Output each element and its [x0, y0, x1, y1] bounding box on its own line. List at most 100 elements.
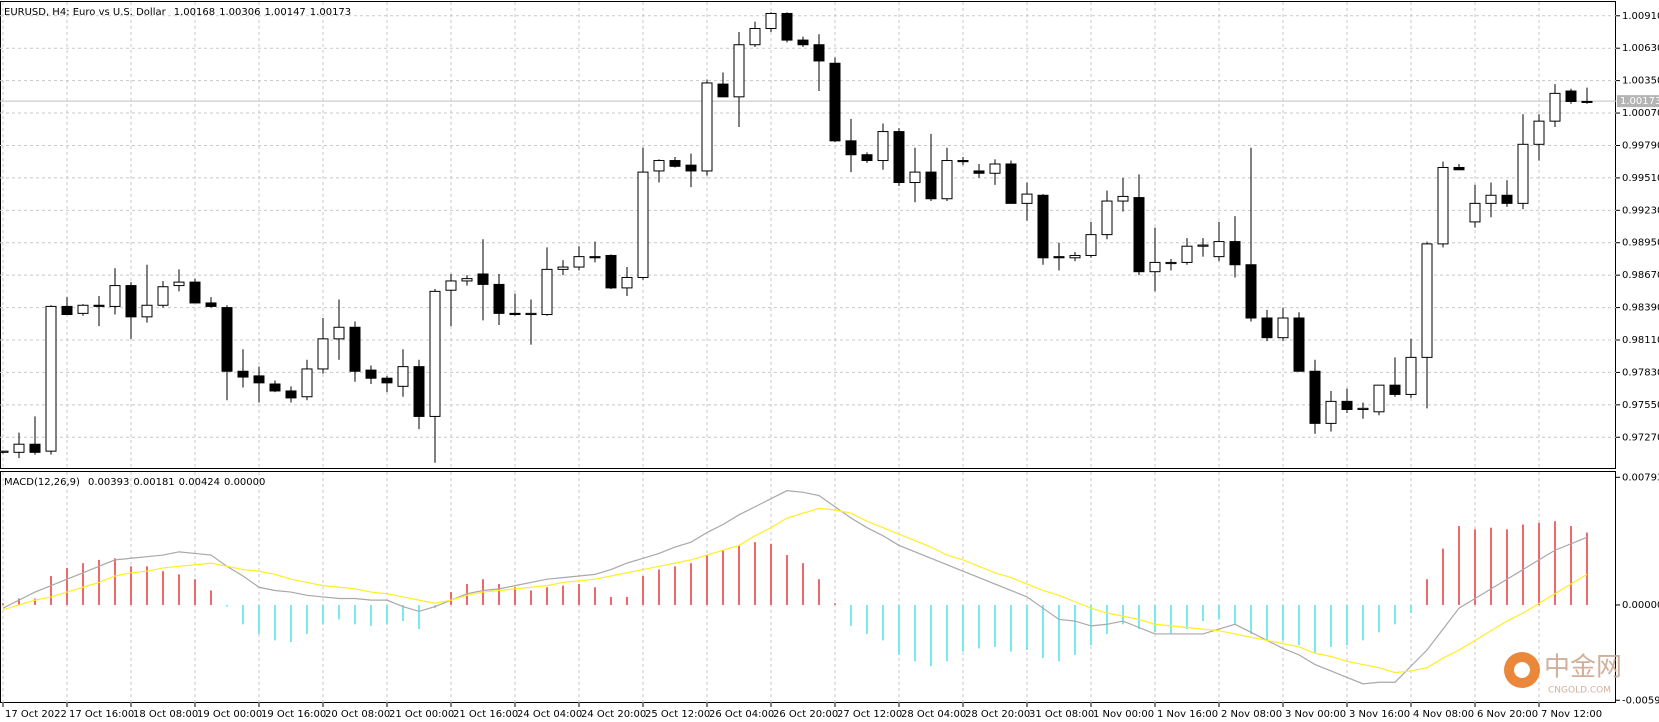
candle-body [1213, 241, 1225, 258]
candle-body [1117, 195, 1129, 202]
candle-body [1197, 244, 1209, 247]
candle-body [1565, 90, 1577, 102]
candle-body [717, 83, 729, 98]
candle-body [1517, 143, 1529, 204]
x-tick-label: 28 Oct 20:00 [965, 709, 1030, 720]
candle-body [365, 369, 377, 379]
candle-body [957, 160, 969, 163]
y-tick-label: 0.97270 [1622, 432, 1659, 443]
candle-body [589, 256, 601, 259]
candle-body [1421, 243, 1433, 358]
x-tick-label: 7 Nov 12:00 [1541, 709, 1602, 720]
candle-body [189, 281, 201, 304]
x-tick-label: 31 Oct 08:00 [1029, 709, 1094, 720]
indicator-line [2, 490, 1588, 685]
candle-body [701, 82, 713, 172]
last-price-label: 1.00173 [1620, 96, 1659, 107]
candle-body [973, 170, 985, 174]
x-tick-label: 6 Nov 20:00 [1477, 709, 1538, 720]
candle-body [813, 44, 825, 62]
candle-body [749, 28, 761, 46]
candle-body [605, 254, 617, 289]
candle-body [797, 39, 809, 46]
x-tick-label: 27 Oct 12:00 [837, 709, 902, 720]
readout-value: 1.00306 [219, 7, 260, 18]
candle-body [349, 326, 361, 372]
candle-body [989, 163, 1001, 174]
candle-body [781, 12, 793, 41]
candle-body [317, 338, 329, 370]
candle-body [861, 154, 873, 162]
macd-panel-frame [0, 471, 1616, 703]
candle-body [925, 171, 937, 200]
x-tick-label: 2 Nov 08:00 [1221, 709, 1282, 720]
candle-body [1053, 256, 1065, 259]
readout-value: 0.00181 [133, 477, 174, 488]
candle-body [477, 273, 489, 285]
candle-body [1469, 202, 1481, 223]
x-tick-label: 18 Oct 08:00 [133, 709, 198, 720]
candle-body [525, 312, 537, 316]
watermark-subtitle: CNGOLD.COM [1548, 686, 1611, 696]
candle-body [845, 140, 857, 156]
x-tick-label: 19 Oct 16:00 [261, 709, 326, 720]
candle-body [77, 304, 89, 314]
candle-body [333, 326, 345, 340]
candle-body [445, 280, 457, 291]
watermark: 中金网 CNGOLD.COM [1504, 652, 1622, 696]
candle-body [1069, 254, 1081, 259]
candle-body [733, 44, 745, 98]
readout-value: 1.00173 [310, 7, 351, 18]
candle-body [621, 276, 633, 289]
candle-body [557, 266, 569, 270]
candle-body [1149, 261, 1161, 273]
x-tick-label: 26 Oct 20:00 [773, 709, 838, 720]
candle-body [381, 377, 393, 384]
x-tick-label: 24 Oct 04:00 [517, 709, 582, 720]
candle-body [13, 443, 25, 453]
candle-body [1533, 120, 1545, 145]
candle-body [1501, 194, 1513, 204]
candle-body [141, 304, 153, 318]
candle-body [237, 370, 249, 378]
x-tick-label: 19 Oct 00:00 [197, 709, 262, 720]
candle-body [653, 160, 665, 172]
candle-body [1389, 384, 1401, 395]
candle-body [1373, 384, 1385, 413]
candle-body [1181, 245, 1193, 263]
candle-body [1101, 200, 1113, 236]
readout-value: 1.00168 [174, 7, 215, 18]
panel-title: EURUSD, H4: Euro vs U.S. Dollar [4, 7, 167, 18]
main-panel-frame [0, 1, 1616, 469]
candle-body [1037, 194, 1049, 259]
readout-value: 1.00147 [264, 7, 305, 18]
panel-readout: MACD(12,26,9) 0.00393 0.00181 0.00424 0.0000… [4, 477, 265, 488]
candle-body [1261, 317, 1273, 339]
candle-body [509, 312, 521, 316]
candle-body [1485, 194, 1497, 204]
candle-body [301, 368, 313, 398]
candle-body [1277, 317, 1289, 339]
y-tick-label: 1.00630 [1622, 43, 1659, 54]
indicator-line [2, 507, 1588, 674]
candle-body [765, 12, 777, 30]
x-tick-label: 17 Oct 2022 [5, 709, 67, 720]
candle-body [29, 443, 41, 453]
panel-readout: EURUSD, H4: Euro vs U.S. Dollar 1.00168 1.… [4, 7, 351, 18]
x-tick-label: 17 Oct 16:00 [69, 709, 134, 720]
candle-body [221, 307, 233, 372]
candle-body [45, 305, 57, 452]
candle-body [429, 290, 441, 417]
x-tick-label: 1 Nov 16:00 [1157, 709, 1218, 720]
